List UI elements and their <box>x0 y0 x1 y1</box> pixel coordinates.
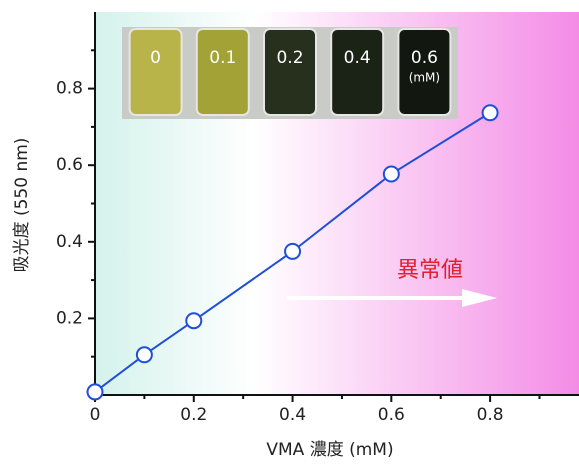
y-tick-label: 0.4 <box>56 232 83 252</box>
y-tick-label: 0.8 <box>56 79 83 99</box>
annotation: 異常値 <box>397 258 463 283</box>
x-tick-label: 0.8 <box>477 405 504 425</box>
tube <box>130 29 182 115</box>
x-tick-label: 0.2 <box>180 405 207 425</box>
tube-label: 0.2 <box>276 48 303 68</box>
x-tick-label: 0.4 <box>279 405 306 425</box>
data-point <box>483 105 498 120</box>
x-tick-label: 0 <box>90 405 101 425</box>
y-axis-label: 吸光度 (550 nm) <box>12 138 32 273</box>
data-point <box>186 313 201 328</box>
tube-label: 0.6 <box>411 48 438 68</box>
y-tick-label: 0.6 <box>56 155 83 175</box>
tube <box>331 29 383 115</box>
x-tick-label: 0.6 <box>378 405 405 425</box>
chart: VMA 濃度 (mM) 吸光度 (550 nm) 0 0.1 0.2 0.4 0.6 (m… <box>0 0 579 466</box>
tube-unit: (mM) <box>409 71 440 85</box>
data-point <box>285 244 300 259</box>
y-tick-label: 0.2 <box>56 308 83 328</box>
data-point <box>384 167 399 182</box>
tube <box>197 29 249 115</box>
tube-label: 0.1 <box>209 48 236 68</box>
data-point <box>88 384 103 399</box>
x-axis-label: VMA 濃度 (mM) <box>266 440 393 460</box>
tube-label: 0.4 <box>344 48 371 68</box>
data-point <box>137 347 152 362</box>
tube-label: 0 <box>150 48 161 68</box>
tube <box>264 29 316 115</box>
